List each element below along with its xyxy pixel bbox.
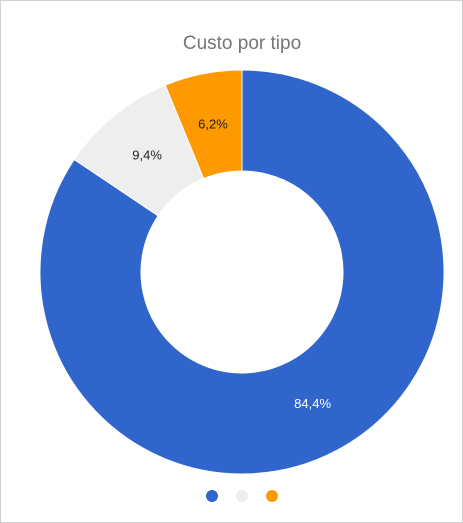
slice bbox=[164, 69, 243, 180]
slice-label: 9,4% bbox=[132, 147, 162, 162]
slice-label: 6,2% bbox=[198, 116, 228, 131]
slice-label: 84,4% bbox=[294, 396, 331, 411]
legend-swatch bbox=[206, 490, 218, 502]
legend-swatch bbox=[266, 490, 278, 502]
slice bbox=[39, 69, 445, 475]
chart-title: Custo por tipo bbox=[183, 33, 301, 54]
legend-swatch bbox=[236, 490, 248, 502]
